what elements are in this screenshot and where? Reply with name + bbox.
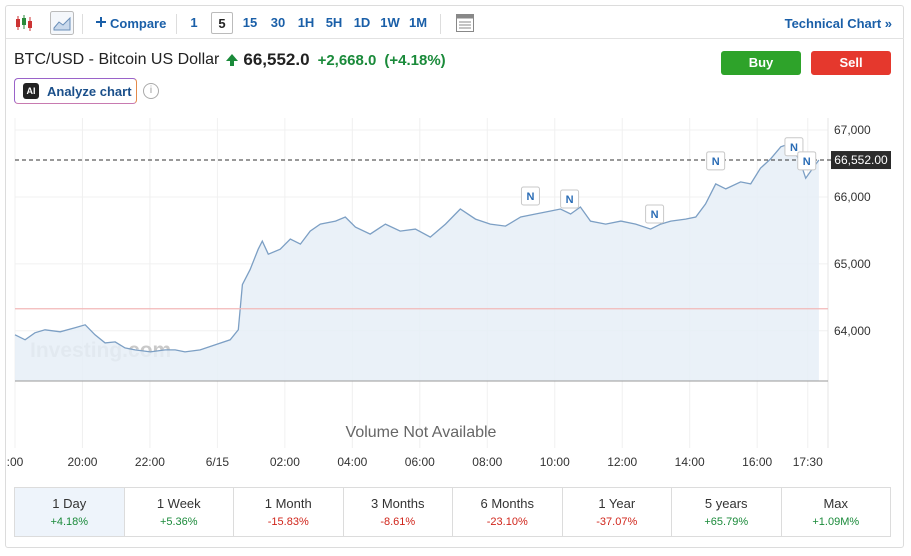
ai-badge: AI	[23, 83, 39, 99]
period-cell[interactable]: 5 years +65.79%	[671, 488, 781, 536]
period-change: +5.36%	[159, 516, 198, 528]
price: 66,552.0	[243, 50, 310, 69]
candles-icon[interactable]	[14, 13, 34, 33]
x-tick-label: 12:00	[607, 455, 637, 469]
period-name: 6 Months	[480, 496, 534, 511]
news-marker	[560, 189, 580, 209]
news-marker	[645, 204, 665, 224]
table-icon[interactable]	[455, 13, 475, 33]
news-marker-label: N	[803, 156, 811, 168]
period-name: 3 Months	[371, 496, 425, 511]
period-cell[interactable]: Max +1.09M%	[780, 488, 891, 536]
news-marker-label: N	[566, 194, 574, 206]
interval-button[interactable]: 15	[242, 15, 258, 30]
technical-chart[interactable]: Technical Chart »	[784, 16, 892, 31]
news-marker	[520, 186, 540, 206]
x-tick-label: 04:00	[337, 455, 367, 469]
x-tick-label: 20:00	[67, 455, 97, 469]
analyze-button[interactable]: AI Analyze chart	[14, 78, 137, 104]
period-change: -37.07%	[596, 516, 638, 528]
period-cell[interactable]: 1 Week +5.36%	[123, 488, 234, 536]
buy-button[interactable]: Buy	[721, 51, 801, 75]
x-tick-label: 06:00	[405, 455, 435, 469]
period-change: +65.79%	[704, 516, 749, 528]
period-change: +4.18%	[50, 516, 89, 528]
analyze-label: Analyze chart	[47, 83, 132, 99]
interval-button[interactable]: 30	[270, 15, 286, 30]
price-line	[14, 142, 820, 353]
x-tick-label: 22:00	[135, 455, 165, 469]
info-icon[interactable]: i	[143, 83, 159, 99]
period-cell[interactable]: 1 Month -15.83%	[233, 488, 343, 536]
interval-button[interactable]: 1	[190, 15, 198, 30]
x-tick-label: 6/15	[206, 455, 230, 469]
period-change: +1.09M%	[812, 516, 860, 528]
compare[interactable]: Compare	[110, 16, 167, 31]
period-cell[interactable]: 6 Months -23.10%	[452, 488, 562, 536]
interval-button[interactable]: 1H	[297, 15, 315, 30]
title-row: BTC/USD - Bitcoin US Dollar 66,552.0 +2,…	[14, 50, 446, 70]
news-marker-label: N	[651, 209, 659, 221]
interval-button[interactable]: 1W	[380, 15, 400, 30]
period-table: 1 Day +4.18% 1 Week +5.36% 1 Month -15.83% 3 M…	[14, 487, 891, 537]
change-pct: (+4.18%)	[384, 51, 446, 69]
period-change: -23.10%	[486, 516, 528, 528]
y-tick-label: 65,000	[834, 257, 871, 271]
period-cell[interactable]: 3 Months -8.61%	[342, 488, 453, 536]
news-marker-label: N	[712, 156, 720, 168]
volume-note: Volume Not Available	[346, 424, 497, 441]
x-tick-label: :00	[7, 455, 24, 469]
news-marker-label: N	[790, 142, 798, 154]
period-change: -15.83%	[267, 516, 309, 528]
period-name: 5 years	[704, 496, 748, 511]
period-cell[interactable]: 1 Year -37.07%	[561, 488, 672, 536]
period-change: -8.61%	[380, 516, 416, 528]
period-name: 1 Month	[264, 496, 312, 511]
change: +2,668.0	[317, 51, 377, 69]
last-price-box	[831, 151, 891, 170]
period-name: 1 Week	[156, 496, 201, 511]
y-tick-label: 67,000	[834, 123, 871, 137]
up-arrow	[226, 54, 239, 66]
area-fill	[15, 143, 819, 381]
x-tick-label: 17:30	[793, 455, 823, 469]
interval-button[interactable]: 1M	[408, 15, 428, 30]
sell-button[interactable]: Sell	[811, 51, 891, 75]
card	[5, 5, 904, 548]
news-marker	[784, 137, 804, 157]
interval-button[interactable]: 1D	[353, 15, 371, 30]
news-marker	[797, 151, 817, 171]
last-price-label: 66,552.00	[834, 153, 888, 167]
plus-icon	[96, 17, 106, 27]
instrument-title: BTC/USD - Bitcoin US Dollar	[14, 51, 220, 68]
period-cell[interactable]: 1 Day +4.18%	[15, 488, 124, 536]
period-name: 1 Day	[52, 496, 87, 511]
x-tick-label: 14:00	[675, 455, 705, 469]
y-tick-label: 66,000	[834, 190, 871, 204]
toolbar: Compare 1 5 15 30 1H 5H 1D 1W 1M Technical Chart…	[6, 6, 904, 39]
y-tick-label: 64,000	[834, 324, 871, 338]
x-tick-label: 10:00	[540, 455, 570, 469]
x-tick-label: 16:00	[742, 455, 772, 469]
area-icon[interactable]	[50, 11, 74, 35]
x-tick-label: 08:00	[472, 455, 502, 469]
news-marker-label: N	[526, 191, 534, 203]
interval-button[interactable]: 5	[211, 12, 233, 34]
period-name: Max	[823, 496, 849, 511]
period-name: 1 Year	[598, 496, 636, 511]
interval-button[interactable]: 5H	[325, 15, 343, 30]
news-marker	[706, 151, 726, 171]
x-tick-label: 02:00	[270, 455, 300, 469]
